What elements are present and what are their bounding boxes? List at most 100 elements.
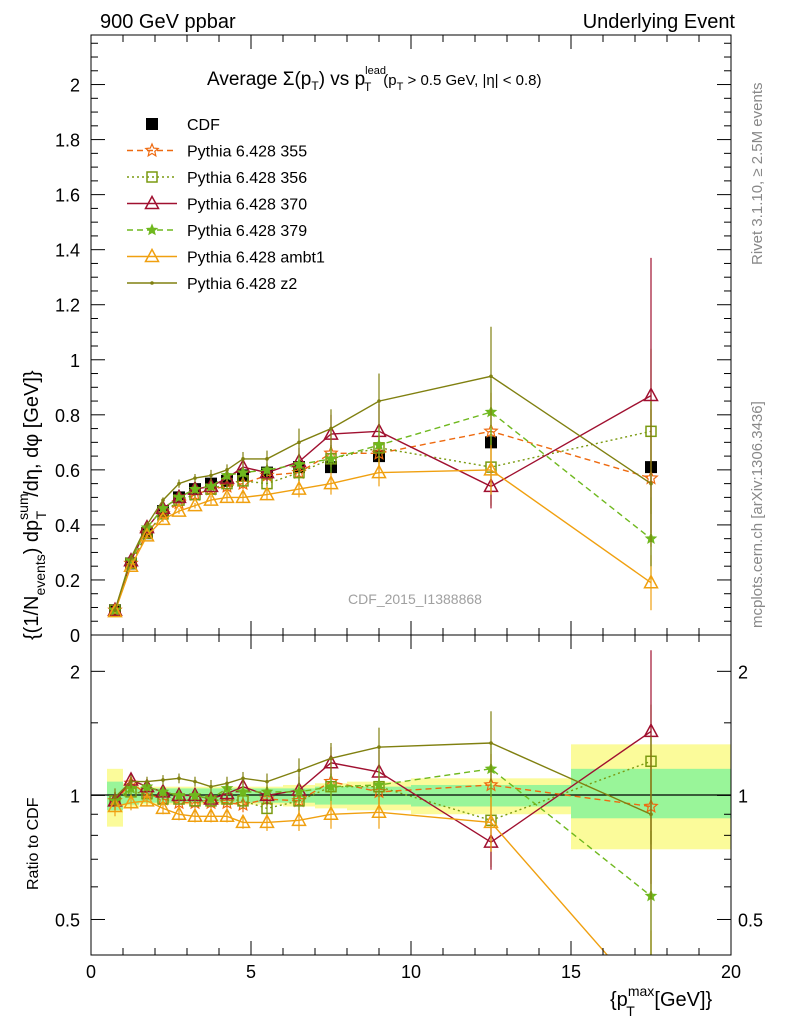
main-data-point: [649, 481, 653, 486]
ratio-data-point: [297, 768, 301, 773]
ratio-data-point: [107, 797, 123, 813]
ratio-y-tick-label: 2: [70, 662, 80, 682]
ratio-data-point: [155, 799, 171, 815]
main-data-point: [483, 461, 499, 476]
x-tick-label: 10: [401, 962, 421, 982]
ratio-y-tick-label: 1: [70, 786, 80, 806]
legend-label: Pythia 6.428 z2: [187, 276, 297, 293]
legend-label: Pythia 6.428 ambt1: [187, 250, 325, 267]
ratio-data-point: [235, 813, 251, 829]
legend-label: CDF: [187, 117, 220, 134]
main-y-tick-label: 1: [70, 351, 80, 371]
main-data-point: [219, 488, 235, 504]
ratio-data-point: [259, 786, 275, 802]
x-tick-label: 0: [86, 962, 96, 982]
ratio-data-point: [241, 776, 245, 781]
main-data-point: [329, 426, 333, 431]
legend-marker: [145, 223, 159, 236]
main-data-point: [489, 374, 493, 379]
rivet-note: Rivet 3.1.10, ≥ 2.5M events: [749, 83, 766, 266]
main-data-point: [236, 466, 250, 478]
main-axes-layer: 0 0.2 0.4 0.6 0.8 1 1.2 1.4 1.6 1.8 2: [55, 35, 732, 646]
ratio-data-point: [145, 779, 149, 784]
mcplots-note: mcplots.cern.ch [arXiv:1306.3436]: [749, 401, 766, 628]
ratio-y-tick-label-right: 0.5: [738, 910, 763, 930]
main-y-tick-label: 0.8: [55, 406, 80, 426]
ratio-y-axis-label: Ratio to CDF: [25, 797, 42, 890]
main-series-pythia-6-428-370: [107, 257, 659, 616]
main-data-point: [193, 476, 197, 480]
ratio-data-point: [209, 784, 213, 789]
main-data-point: [235, 488, 251, 504]
legend-item: Pythia 6.428 355: [127, 142, 307, 161]
main-data-point: [260, 463, 274, 476]
main-data-point: [324, 452, 338, 465]
ratio-data-point: [193, 779, 197, 784]
ratio-plot-frame: [90, 634, 732, 956]
main-data-point: [161, 498, 165, 502]
ratio-y-tick-label-right: 1: [738, 786, 748, 806]
header-right-text: Underlying Event: [583, 11, 736, 33]
main-series-pythia-6-428-ambt1: [107, 445, 659, 618]
main-data-point: [177, 481, 181, 486]
main-data-point: [643, 574, 659, 589]
main-data-point: [259, 464, 275, 479]
ratio-data-point: [260, 785, 274, 798]
ratio-y-tick-label-right: 2: [738, 662, 748, 682]
main-series-cdf: [109, 436, 657, 617]
main-series-line: [114, 469, 652, 612]
main-data-point: [155, 510, 171, 526]
main-data-point: [171, 502, 187, 517]
ratio-data-point: [172, 788, 186, 801]
legend-item: Pythia 6.428 356: [127, 170, 307, 187]
legend-marker: [146, 171, 158, 183]
ratio-data-point: [483, 813, 499, 829]
ratio-data-point: [129, 779, 133, 784]
legend-item: Pythia 6.428 ambt1: [127, 247, 325, 267]
main-data-point: [259, 486, 275, 501]
ratio-data-point: [265, 779, 269, 784]
legend-marker: [144, 194, 160, 210]
main-panel: 0 0.2 0.4 0.6 0.8 1 1.2 1.4 1.6 1.8 2: [55, 34, 732, 646]
main-y-tick-label: 0.6: [55, 461, 80, 481]
ratio-data-point: [323, 805, 339, 821]
main-data-point: [129, 556, 133, 560]
ratio-data-point: [123, 794, 139, 809]
ratio-data-point: [324, 780, 338, 792]
main-data-point: [643, 386, 659, 402]
legend-item: Pythia 6.428 379: [127, 223, 307, 240]
main-series-line: [114, 411, 652, 611]
ratio-data-point: [643, 722, 659, 738]
ratio-data-point: [188, 788, 202, 801]
main-data-point: [203, 491, 219, 506]
main-y-tick-label: 0.4: [55, 516, 80, 536]
ratio-y-tick-label: 0.5: [55, 910, 80, 930]
ratio-data-point: [236, 785, 250, 798]
main-y-tick-label: 0: [70, 626, 80, 646]
legend-marker: [150, 281, 154, 285]
legend-item: Pythia 6.428 z2: [127, 276, 297, 293]
legend: CDF Pythia 6.428 355 Pythia 6.428 356 Pythi…: [127, 117, 325, 293]
ratio-data-point: [113, 795, 117, 800]
main-data-point: [265, 457, 269, 461]
ratio-data-point: [329, 756, 333, 761]
x-tick-label: 20: [721, 962, 741, 982]
ratio-data-point: [649, 812, 653, 817]
main-y-tick-label: 1.4: [55, 241, 80, 261]
main-data-point: [188, 482, 202, 495]
main-data-point: [372, 438, 386, 451]
main-data-point: [225, 468, 229, 472]
main-series-layer: [107, 257, 659, 618]
legend-label: Pythia 6.428 370: [187, 197, 307, 214]
legend-item: CDF: [146, 117, 220, 134]
main-y-tick-label: 1.6: [55, 186, 80, 206]
ratio-data-point: [291, 811, 307, 827]
main-data-point: [123, 557, 139, 572]
main-data-point: [139, 527, 155, 542]
main-data-point: [292, 457, 306, 470]
main-data-point: [323, 475, 339, 490]
main-data-point: [113, 608, 117, 613]
main-chart-title: Average Σ(pT) vs plead T (pT > 0.5 GeV, |η…: [207, 65, 542, 94]
ratio-axes-layer: 0.5 0.51 12 20 5 10 15 20: [55, 635, 763, 982]
ratio-data-point: [219, 807, 235, 823]
